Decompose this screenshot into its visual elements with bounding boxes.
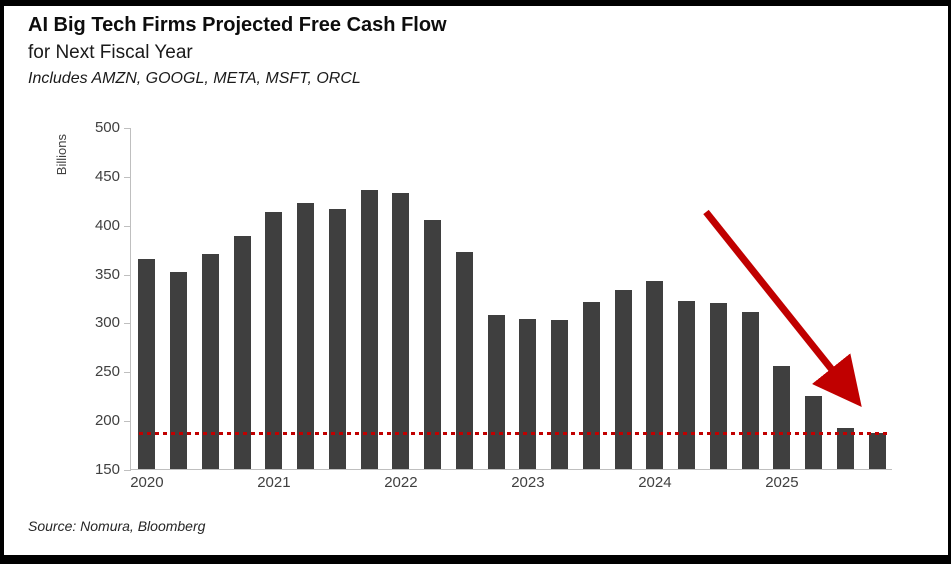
- x-tick-label: 2020: [130, 474, 164, 491]
- bar: [582, 301, 600, 469]
- y-tick-label: 500: [94, 119, 120, 136]
- bar: [424, 219, 442, 469]
- y-tick-mark: [124, 470, 131, 471]
- bar: [233, 236, 251, 469]
- y-tick-mark: [124, 323, 131, 325]
- bar: [392, 193, 410, 469]
- bar: [201, 254, 219, 469]
- bar: [551, 319, 569, 469]
- y-tick-label: 200: [94, 412, 120, 430]
- bar: [455, 252, 473, 469]
- y-axis-title: Billions: [54, 134, 69, 176]
- y-tick-label: 250: [94, 363, 120, 381]
- x-tick-label: 2024: [638, 474, 672, 491]
- y-tick-mark: [124, 274, 131, 276]
- bar: [519, 318, 537, 469]
- chart-title: AI Big Tech Firms Projected Free Cash Fl…: [28, 14, 447, 36]
- bar: [487, 314, 505, 469]
- reference-line: [139, 431, 888, 435]
- bar: [868, 432, 886, 469]
- y-tick-mark: [124, 421, 131, 423]
- x-tick-label: 2022: [384, 474, 418, 491]
- x-tick-label: 2023: [511, 474, 545, 491]
- y-tick-label: 400: [94, 216, 120, 234]
- bar: [138, 258, 156, 469]
- bar: [678, 300, 696, 469]
- y-tick-mark: [124, 372, 131, 374]
- bar: [265, 212, 283, 469]
- x-tick-label: 2025: [765, 474, 799, 491]
- bar: [741, 311, 759, 469]
- bar: [614, 290, 632, 469]
- source-text: Source: Nomura, Bloomberg: [28, 518, 206, 534]
- bar: [773, 366, 791, 469]
- y-tick-label: 450: [94, 167, 120, 185]
- bar: [170, 271, 188, 469]
- y-tick-mark: [124, 128, 131, 129]
- y-tick-label: 300: [94, 314, 120, 332]
- bar: [328, 209, 346, 469]
- y-axis: 150 200 250 300 350 400 450 500: [76, 119, 120, 478]
- x-axis: 2020 2021 2022 2023 2024 2025: [130, 474, 893, 498]
- y-tick-label: 350: [94, 265, 120, 283]
- bar: [836, 427, 854, 469]
- bar: [360, 189, 378, 469]
- chart-subtitle: for Next Fiscal Year: [28, 42, 193, 63]
- x-tick-label: 2021: [257, 474, 291, 491]
- y-tick-mark: [124, 176, 131, 178]
- chart-note: Includes AMZN, GOOGL, META, MSFT, ORCL: [28, 70, 361, 87]
- y-tick-mark: [124, 225, 131, 227]
- bar: [646, 281, 664, 469]
- bar: [297, 203, 315, 469]
- plot-area: 2020 2021 2022 2023 2024 2025: [124, 128, 892, 491]
- bar: [709, 302, 727, 469]
- y-tick-label: 150: [94, 461, 120, 478]
